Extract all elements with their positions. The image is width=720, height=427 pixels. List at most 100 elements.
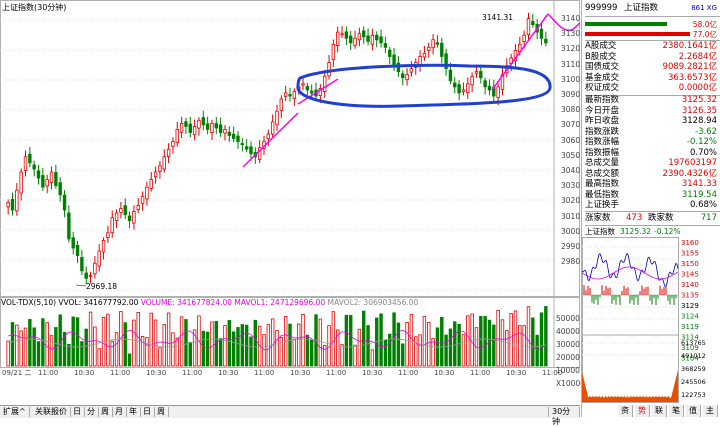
volume-bar [479,315,483,367]
bottom-tab[interactable]: 周 [154,407,169,417]
sidebar-tab[interactable]: 值 [686,405,701,417]
volume-bar [496,310,500,367]
price-axis-label: 2990 [561,242,581,251]
candle-body [62,194,67,211]
volume-bar [110,340,114,367]
mavol2-line [8,338,546,348]
candle-body [357,33,362,41]
candle-body [10,198,15,211]
time-axis-label: 10:30 [74,369,95,377]
turnover-label: 基金成交 [585,72,620,83]
turnover-label: 权证成交 [585,83,620,93]
candle-body [58,182,62,196]
mini-vol-axis-label: 122753 [681,391,706,399]
volume-axis-label: 20000 [556,353,580,362]
quote-label: 最低指数 [585,189,620,200]
quote-row: 今日开盘 3126.35 [582,106,720,117]
turnover-row: A股成交 2380.1641亿 [582,41,720,52]
bar-value-1: 58.0亿 [692,20,717,29]
candle-body [344,31,349,39]
volume-bars [6,306,548,367]
quote-row: 总成交额 2390.4326亿 [582,169,720,180]
mini-intraday-chart[interactable]: 3160 3155 3150 3145 3140 3135 3129 3124 3119 3114… [582,237,720,404]
candle-body [67,212,71,240]
volume-bar [431,338,435,367]
sidebar-tab[interactable]: 资 [618,405,633,417]
volume-axis-label: 50000 [556,314,580,323]
candle-body [223,129,227,134]
candle-body [97,250,101,267]
volume-bar [106,313,110,367]
bar-fill-green [585,22,667,26]
quote-value: 3141.33 [681,179,717,189]
quote-row: 指数涨跌 -3.62 [582,127,720,138]
sidebar-tab[interactable]: 联 [652,405,667,417]
time-axis-label: 10:30 [434,369,455,377]
candle-body [84,272,88,279]
quote-label: 最新指数 [585,95,620,105]
mini-axis-label: 3124 [681,313,699,321]
time-axis-label: 11:00 [398,369,419,377]
volume-bar [36,341,41,367]
symbol-code: 999999 [585,3,618,13]
bottom-tab[interactable]: 分 [84,407,99,417]
up-count: 473 [626,213,643,223]
sidebar-tab[interactable]: 笔 [669,405,684,417]
candle-body [28,153,32,164]
symbol-tag: 861 XG [691,4,717,12]
candle-body [362,30,366,38]
bottom-tab[interactable]: 日 [70,407,85,417]
period-label[interactable]: 30分钟 [548,407,580,426]
candle-body [366,35,370,42]
volume-bar [353,344,357,367]
bottom-tab[interactable]: 关联报价 [32,407,71,417]
volume-bar [171,332,175,367]
bottom-tab[interactable]: 周 [98,407,113,417]
candle-body [370,34,375,45]
volume-bar [453,321,457,367]
bottom-tab[interactable]: 日 [140,407,155,417]
kline-chart-area[interactable]: 上证指数(30分钟) 3141.31 2969.18 3140 3130 3120 3… [0,0,585,426]
volume-bar [132,319,136,367]
candle-body [422,53,427,58]
mini-axis-label: 3150 [681,260,699,268]
volume-bar [71,316,75,367]
sidebar-tab[interactable]: 势 [635,405,650,417]
volume-bar [80,341,84,367]
quote-value: 3125.32 [681,95,717,105]
bottom-tab[interactable]: 扩展^ [0,407,30,417]
candle-body [327,62,331,77]
volume-bar [492,324,496,367]
candle-body [496,86,500,98]
volume-bar [184,319,188,367]
candle-body [457,84,461,94]
candle-body [353,37,357,46]
candle-body [197,119,201,129]
volume-bar [309,339,314,367]
volume-bar [513,310,518,367]
price-axis-label: 3090 [561,90,581,99]
candle-body [275,110,279,126]
sidebar-header: 999999 上证指数 861 XG [582,3,720,14]
bottom-tab[interactable]: 年 [126,407,141,417]
volume-bar [62,331,67,367]
candle-body [75,244,80,257]
bar-row-1: 58.0亿 [582,19,720,30]
volume-bar [318,318,323,367]
candle-body [162,156,166,170]
sidebar-tab[interactable]: 主 [703,405,718,417]
volume-bar [331,311,336,367]
down-count: 717 [700,213,717,223]
low-annotation: 2969.18 [86,282,118,291]
candle-body [110,217,114,234]
kline-chart-svg[interactable] [0,0,580,405]
volume-bar [227,320,232,367]
mini-title: 上证指数 [585,227,615,236]
candle-body [292,91,297,99]
symbol-name: 上证指数 [624,3,659,13]
turnover-row: B股成交 2.2684亿 [582,52,720,63]
volume-bar [249,336,253,367]
bottom-tab[interactable]: 月 [112,407,127,417]
candle-body [466,83,470,94]
candle-body [153,171,158,178]
